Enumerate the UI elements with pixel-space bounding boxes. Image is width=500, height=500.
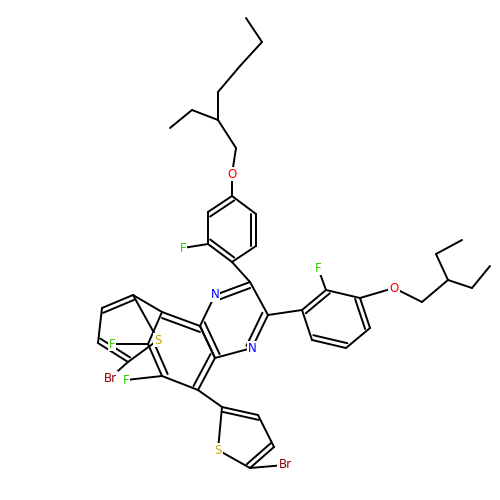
Text: S: S bbox=[154, 334, 162, 346]
Text: N: N bbox=[248, 342, 256, 354]
Text: O: O bbox=[390, 282, 398, 294]
Text: S: S bbox=[214, 444, 222, 456]
Text: Br: Br bbox=[278, 458, 291, 471]
Text: F: F bbox=[180, 242, 186, 254]
Text: N: N bbox=[210, 288, 220, 302]
Text: O: O bbox=[228, 168, 236, 180]
Text: Br: Br bbox=[104, 372, 117, 384]
Text: F: F bbox=[314, 262, 322, 274]
Text: F: F bbox=[122, 374, 130, 386]
Text: F: F bbox=[108, 338, 116, 350]
